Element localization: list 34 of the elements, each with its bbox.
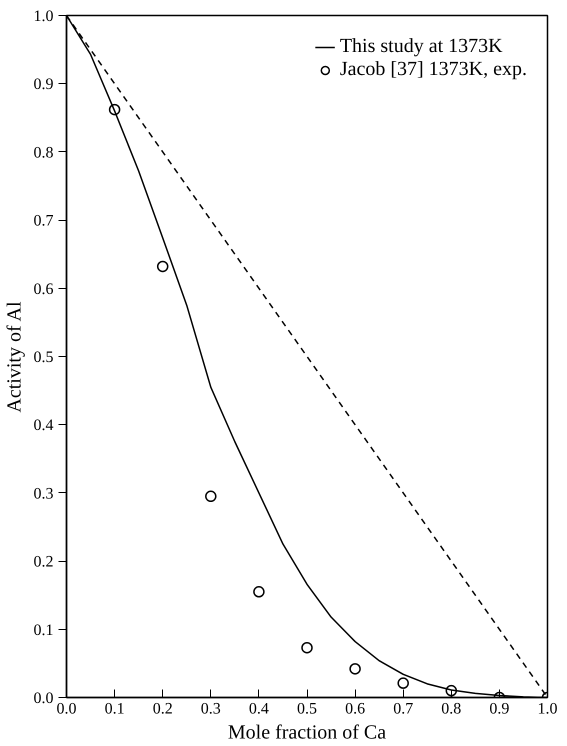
y-tick-label: 1.0 xyxy=(34,8,54,25)
x-tick-label: 0.4 xyxy=(248,700,269,718)
y-tick-label: 0.3 xyxy=(34,485,54,502)
y-tick-label: 0.4 xyxy=(34,417,54,434)
legend-label: Jacob [37] 1373K, exp. xyxy=(340,58,527,81)
y-tick-label: 0.1 xyxy=(34,622,54,639)
x-tick-label: 0.0 xyxy=(56,700,76,718)
point xyxy=(156,260,168,272)
point xyxy=(301,642,313,654)
legend-label: This study at 1373K xyxy=(340,35,503,58)
x-tick-label: 0.3 xyxy=(200,700,221,718)
x-tick-label: 0.6 xyxy=(345,700,366,718)
point xyxy=(205,490,217,502)
x-tick-label: 0.5 xyxy=(297,700,317,718)
x-tick-label: 0.8 xyxy=(441,700,462,718)
point xyxy=(108,104,120,116)
y-tick-label: 0.6 xyxy=(34,280,54,298)
point xyxy=(397,677,409,689)
y-tick-label: 0.2 xyxy=(34,554,54,571)
x-tick-label: 0.1 xyxy=(104,700,125,718)
y-tick-label: 0.5 xyxy=(34,349,54,366)
x-axis-title: Mole fraction of Ca xyxy=(228,722,386,744)
x-tick-label: 1.0 xyxy=(538,700,558,718)
y-tick-label: 0.7 xyxy=(34,212,54,230)
x-tick-label: 0.9 xyxy=(489,700,510,718)
y-axis-title: Activity of Al xyxy=(4,301,26,413)
y-tick-label: 0.9 xyxy=(34,76,54,94)
point xyxy=(349,663,361,675)
point xyxy=(253,586,265,598)
y-tick-label: 0.8 xyxy=(34,144,54,162)
y-tick-label: 0.0 xyxy=(34,690,54,707)
point xyxy=(446,684,458,696)
x-tick-label: 0.2 xyxy=(152,700,173,718)
x-tick-label: 0.7 xyxy=(393,700,414,718)
